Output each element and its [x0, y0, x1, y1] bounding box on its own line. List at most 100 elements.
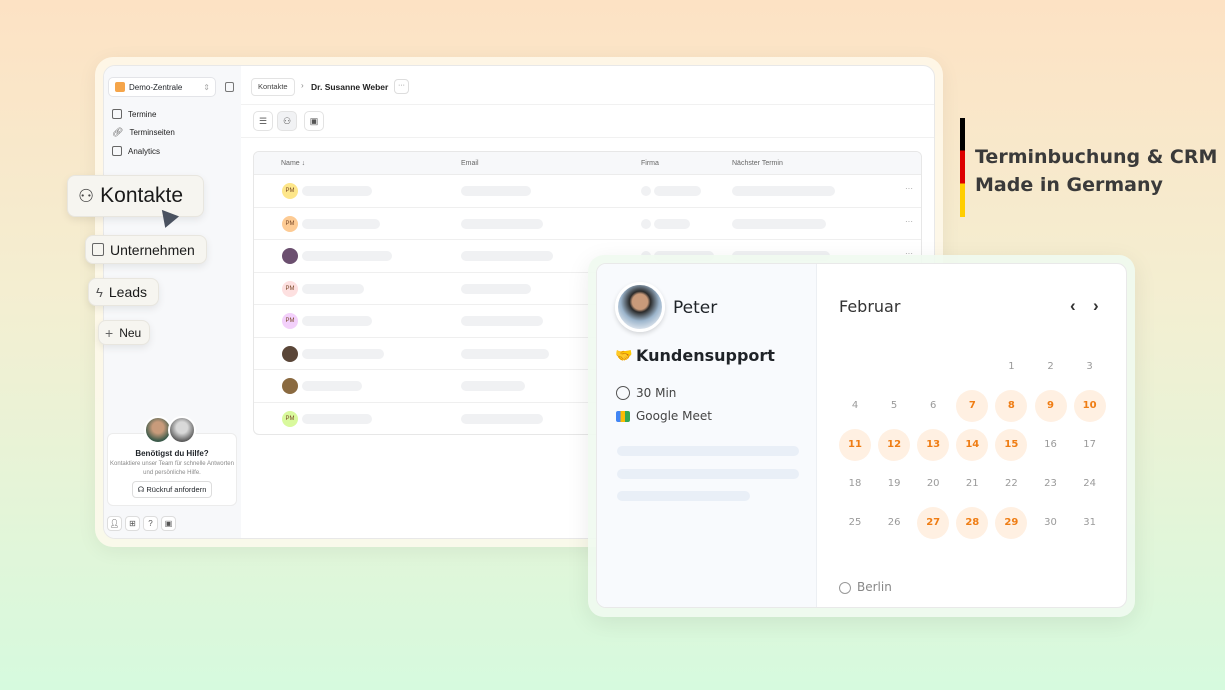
calendar-day: 1: [1008, 361, 1015, 372]
contact-avatar: [282, 378, 298, 394]
calendar-day: 2: [1047, 361, 1054, 372]
gift-icon[interactable]: ⊞: [125, 516, 140, 531]
column-next-appointment[interactable]: Nächster Termin: [732, 160, 783, 167]
users-icon: ⚇: [78, 185, 95, 206]
calendar-day: 26: [887, 517, 901, 528]
booking-widget: Peter 🤝 Kundensupport 30 Min Google Meet…: [596, 263, 1127, 608]
nav-unternehmen[interactable]: Unternehmen: [85, 235, 207, 264]
column-email[interactable]: Email: [461, 160, 479, 167]
breadcrumb-kontakte[interactable]: Kontakte: [251, 78, 295, 96]
event-duration: 30 Min: [636, 386, 677, 400]
calendar-day: 30: [1044, 517, 1057, 528]
calendar-day[interactable]: 15: [995, 429, 1028, 461]
column-name[interactable]: Name ↓: [281, 160, 306, 167]
calendar-day: 17: [1083, 439, 1096, 450]
google-meet-icon: [616, 411, 630, 422]
sidebar: Demo-Zentrale ⇕ Termine 🔗︎ Terminseiten An…: [104, 66, 241, 538]
calendar-day: 4: [851, 400, 859, 411]
filter-icon[interactable]: ☰: [253, 111, 273, 131]
calendar-day: 6: [930, 400, 937, 411]
contact-avatar: [282, 345, 298, 362]
host-name: Peter: [673, 298, 718, 318]
group-view-icon[interactable]: ⚇: [277, 111, 297, 131]
cube-icon: [115, 82, 125, 92]
calendar-day[interactable]: 7: [956, 390, 989, 422]
row-actions-button[interactable]: ···: [905, 216, 913, 226]
contact-avatar: PM: [282, 410, 298, 427]
building-icon: [92, 243, 104, 256]
tagline: Terminbuchung & CRM Made in Germany: [975, 146, 1218, 196]
event-title: Kundensupport: [636, 346, 775, 365]
workspace-switcher[interactable]: Demo-Zentrale ⇕: [108, 77, 216, 97]
column-firma[interactable]: Firma: [641, 160, 659, 167]
calendar-day: 16: [1044, 439, 1057, 450]
headset-icon: ☊: [137, 485, 147, 494]
timezone[interactable]: Berlin: [857, 580, 892, 594]
row-actions-button[interactable]: ···: [905, 249, 913, 258]
prev-month-button[interactable]: ‹: [1070, 296, 1076, 315]
calendar-day: 24: [1083, 478, 1096, 489]
calendar-day[interactable]: 14: [956, 429, 989, 461]
building-chart-icon: [112, 146, 122, 156]
calendar-day: 3: [1086, 361, 1093, 372]
nav-kontakte[interactable]: ⚇ Kontakte: [67, 175, 204, 217]
callback-button[interactable]: ☊ Rückruf anfordern: [131, 481, 213, 498]
calendar-day: 20: [926, 478, 940, 489]
table-row[interactable]: PM ···: [254, 175, 921, 208]
next-month-button[interactable]: ›: [1093, 296, 1099, 315]
contact-avatar: PM: [282, 183, 298, 199]
calendar-day: 31: [1083, 517, 1096, 528]
calendar-month: Februar: [839, 297, 901, 316]
calendar-day: 22: [1005, 478, 1018, 489]
calendar-day: 5: [890, 400, 898, 411]
nav-neu[interactable]: + Neu: [98, 320, 150, 345]
german-flag-bar: [960, 118, 965, 217]
contact-avatar: PM: [282, 280, 298, 297]
help-card: Benötigst du Hilfe? Kontaktiere unser Te…: [107, 433, 237, 506]
calendar-day: 19: [887, 478, 901, 489]
table-header: Name ↓ Email Firma Nächster Termin: [254, 152, 921, 175]
calendar-day[interactable]: 8: [995, 390, 1028, 422]
sidebar-toggle-icon[interactable]: [225, 82, 234, 92]
sidebar-footer-icons: 👤︎ ⊞? ▣: [107, 516, 176, 531]
clock-icon: [616, 386, 630, 400]
sidebar-item-termine[interactable]: Termine: [112, 109, 156, 119]
help-circle-icon[interactable]: ?: [143, 516, 158, 531]
calendar-day[interactable]: 13: [917, 429, 950, 461]
more-button[interactable]: ···: [394, 79, 409, 94]
calendar-day[interactable]: 11: [839, 429, 871, 461]
breadcrumb-separator-icon: ›: [301, 81, 304, 90]
sidebar-item-terminseiten[interactable]: 🔗︎ Terminseiten: [112, 127, 175, 137]
event-location: Google Meet: [636, 409, 712, 423]
row-actions-button[interactable]: ···: [905, 184, 913, 193]
link-icon: 🔗︎: [112, 127, 124, 137]
table-row[interactable]: PM ···: [254, 208, 921, 240]
bolt-icon: ϟ: [96, 284, 103, 300]
calendar-icon: [112, 109, 122, 119]
event-details-panel: Peter 🤝 Kundensupport 30 Min Google Meet: [597, 264, 817, 607]
calendar-day[interactable]: 28: [956, 507, 989, 539]
calendar-day: 18: [848, 478, 862, 489]
calendar-day[interactable]: 12: [878, 429, 911, 461]
invite-user-icon[interactable]: 👤︎: [107, 516, 122, 531]
nav-leads[interactable]: ϟ Leads: [88, 278, 159, 306]
calendar-day: 21: [965, 478, 979, 489]
sidebar-item-analytics[interactable]: Analytics: [112, 146, 160, 156]
handshake-icon: 🤝: [615, 347, 633, 363]
calendar-day[interactable]: 29: [995, 507, 1028, 539]
breadcrumb-current: Dr. Susanne Weber: [311, 82, 389, 92]
contact-avatar: [282, 248, 298, 264]
chevron-updown-icon: ⇕: [203, 82, 210, 92]
contact-avatar: PM: [282, 313, 298, 329]
support-avatar: [168, 416, 196, 444]
contact-card-icon[interactable]: ▣: [304, 111, 324, 131]
calendar-day[interactable]: 27: [917, 507, 950, 539]
plus-icon: +: [105, 324, 114, 341]
calendar-day[interactable]: 10: [1073, 390, 1106, 422]
calendar-day: 25: [848, 517, 862, 528]
contact-avatar: PM: [282, 215, 298, 232]
globe-icon: [839, 582, 851, 594]
chat-icon[interactable]: ▣: [161, 516, 176, 531]
calendar-day[interactable]: 9: [1034, 390, 1067, 422]
host-avatar: [615, 282, 665, 332]
